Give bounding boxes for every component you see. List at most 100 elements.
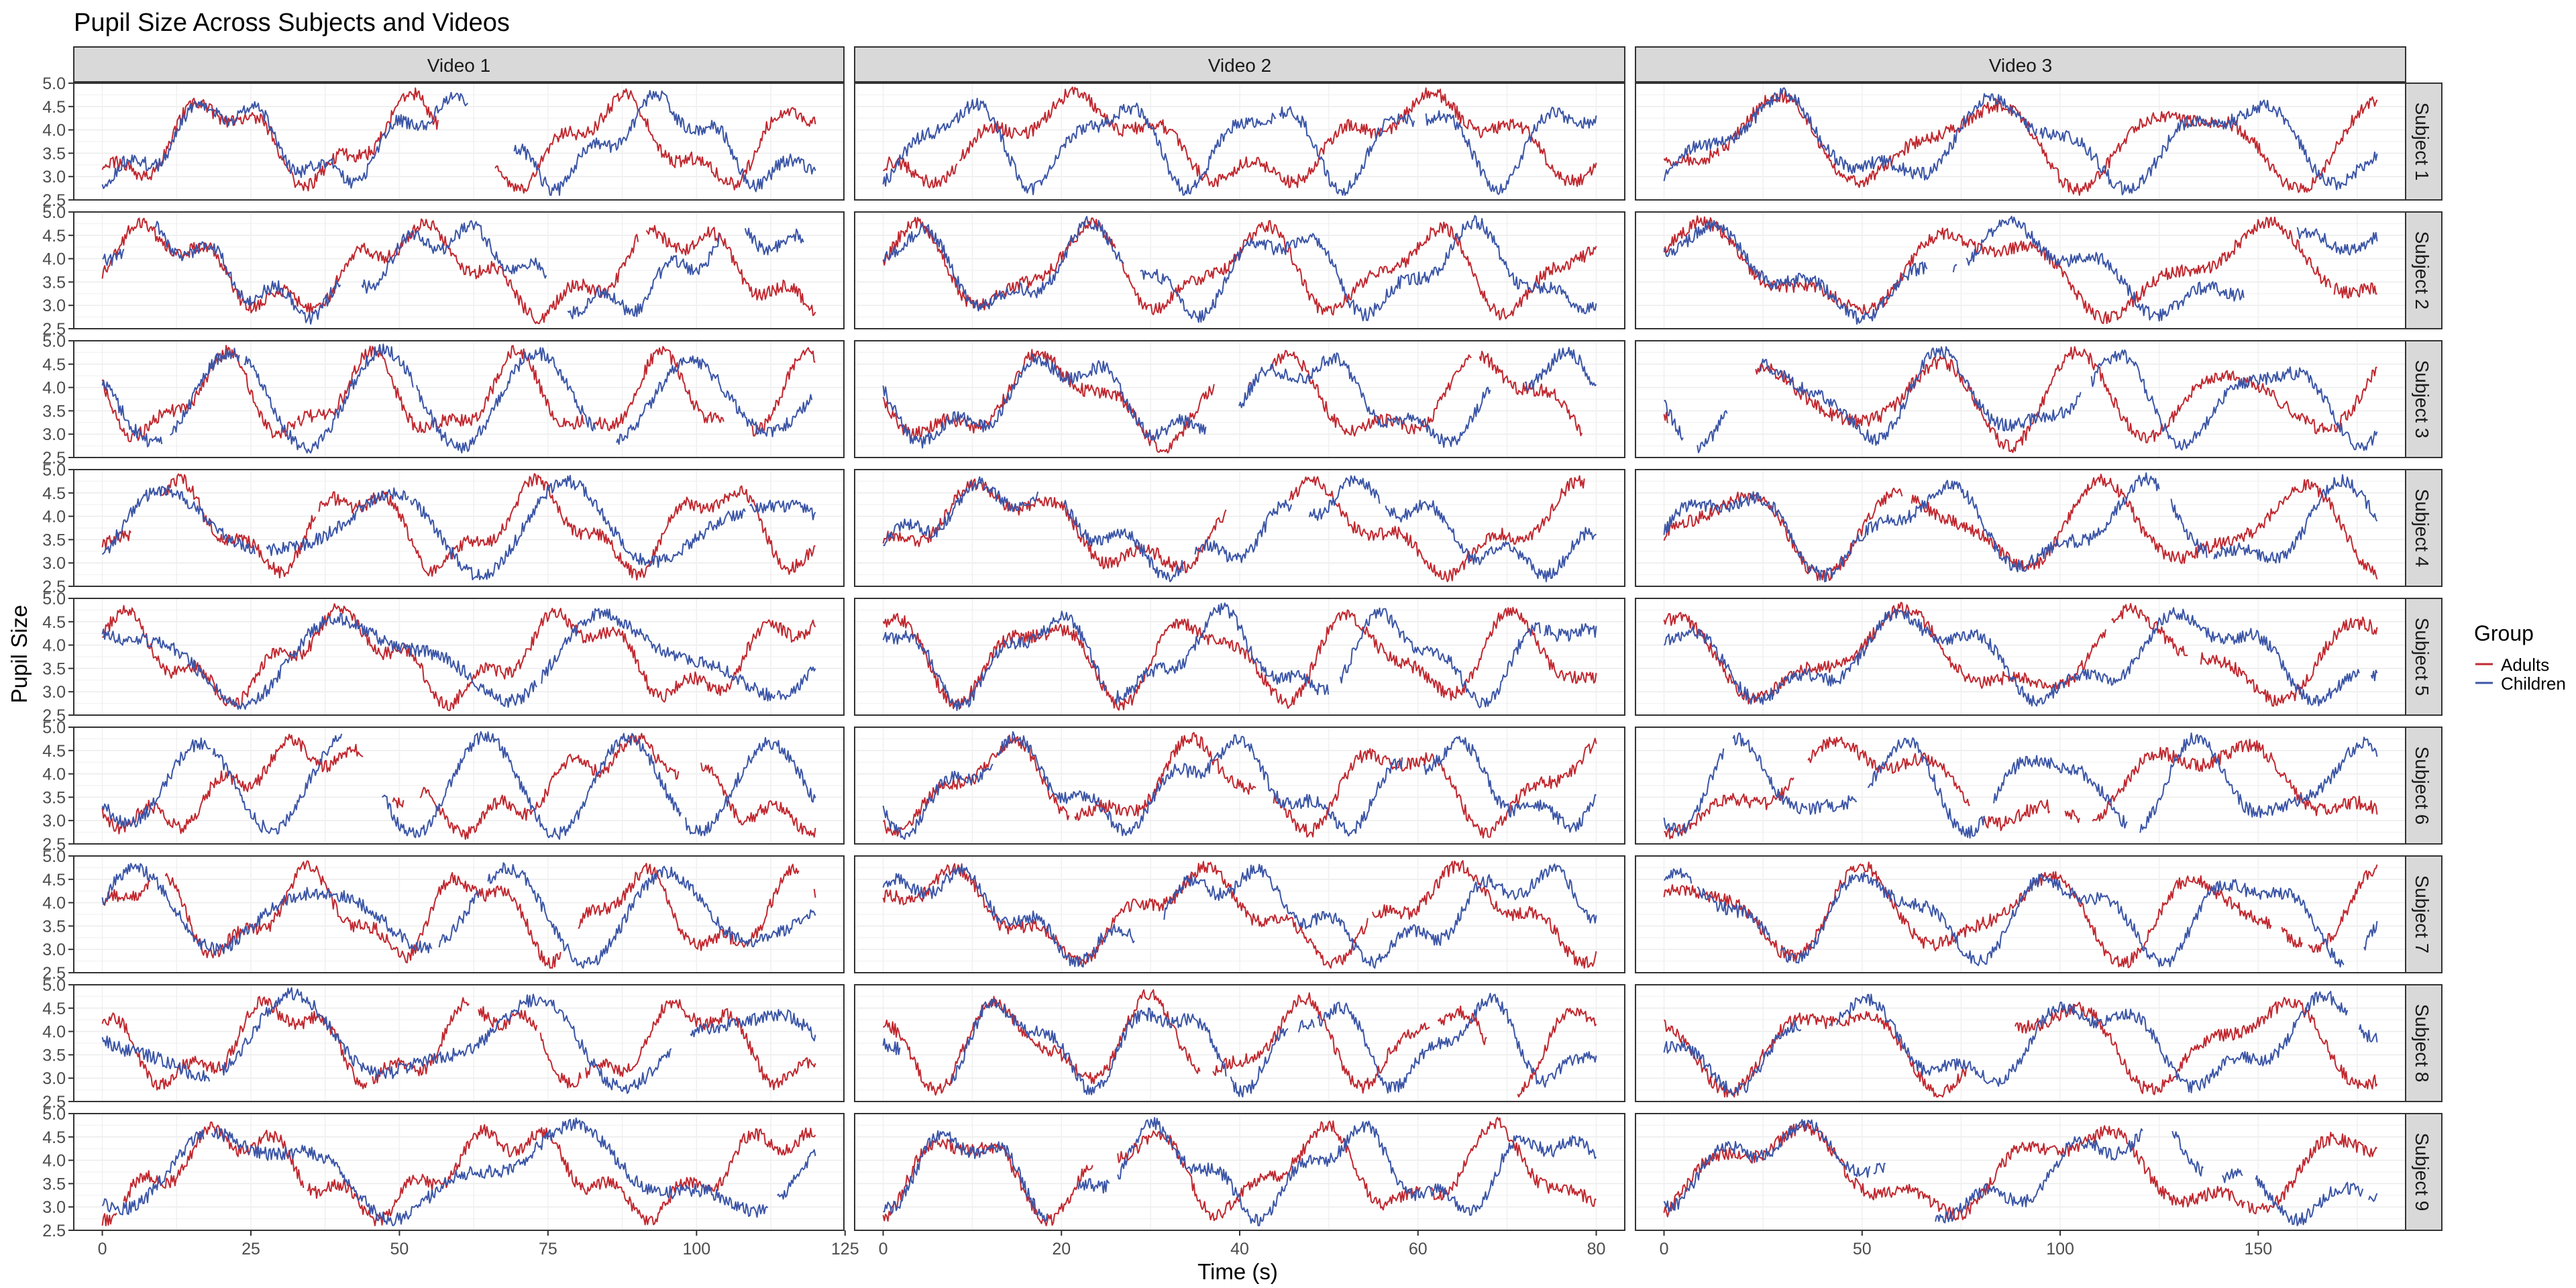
facet-strip-subject [2402, 984, 2443, 1102]
y-tick-label: 3.5 [42, 1046, 66, 1065]
panel-border [73, 727, 845, 845]
facet-label-subject: Subject 2 [2412, 231, 2432, 310]
y-tick-label: 4.0 [42, 637, 66, 655]
y-tick-label: 3.5 [42, 788, 66, 807]
x-tick-label: 25 [241, 1240, 260, 1258]
panel-border [73, 340, 845, 458]
facet-label-subject: Subject 9 [2412, 1133, 2432, 1212]
facet-label-subject: Subject 3 [2412, 360, 2432, 439]
y-tick-label: 3.5 [42, 531, 66, 549]
y-tick-label: 4.5 [42, 98, 66, 117]
panel-border [73, 83, 845, 201]
facet-strip-subject [2402, 340, 2443, 458]
series-line-children [1663, 990, 2378, 1096]
panel-border [854, 984, 1625, 1102]
series-line-children [1663, 472, 2378, 582]
series-line-adults [882, 606, 1597, 711]
y-tick-label: 4.0 [42, 765, 66, 784]
facet-label-subject: Subject 8 [2412, 1004, 2432, 1083]
series-line-adults [882, 989, 1597, 1097]
x-tick-label: 80 [1587, 1240, 1606, 1258]
series-line-children [101, 343, 813, 453]
y-tick-label: 2.5 [42, 578, 66, 596]
facet-strip-video [73, 46, 845, 83]
y-tick-label: 5.0 [42, 332, 66, 351]
series-line-adults [101, 733, 816, 840]
y-tick-label: 3.5 [42, 144, 66, 163]
y-tick-label: 2.5 [42, 706, 66, 725]
panel-border [854, 469, 1625, 587]
y-tick-label: 5.0 [42, 74, 66, 93]
x-tick-label: 125 [831, 1240, 859, 1258]
series-line-children [882, 863, 1597, 969]
y-tick-label: 4.0 [42, 508, 66, 527]
legend-title: Group [2474, 621, 2534, 645]
series-line-adults [101, 996, 816, 1091]
series-line-adults [101, 1121, 816, 1226]
panel-border [1635, 984, 2406, 1102]
series-line-adults [1663, 861, 2378, 969]
series-line-adults [1663, 1121, 2378, 1221]
y-tick-label: 3.0 [42, 812, 66, 830]
y-tick-label: 5.0 [42, 590, 66, 608]
facet-label-subject: Subject 7 [2412, 875, 2432, 954]
y-tick-label: 3.0 [42, 554, 66, 573]
x-tick-label: 20 [1052, 1240, 1071, 1258]
series-line-adults [1663, 346, 2377, 453]
series-line-children [1663, 732, 2378, 839]
y-tick-label: 4.5 [42, 613, 66, 632]
y-tick-label: 2.5 [42, 964, 66, 983]
x-tick-label: 100 [682, 1240, 710, 1258]
series-line-children [882, 215, 1597, 323]
y-tick-label: 5.0 [42, 1105, 66, 1124]
series-line-adults [1663, 997, 2378, 1097]
chart-title: Pupil Size Across Subjects and Videos [74, 9, 510, 37]
x-tick-label: 50 [1853, 1240, 1872, 1258]
panel-border [854, 598, 1625, 716]
y-tick-label: 4.0 [42, 1152, 66, 1171]
panel-border [73, 598, 845, 716]
y-tick-label: 4.0 [42, 1023, 66, 1042]
panel-border [1635, 1113, 2406, 1231]
panel-border [854, 83, 1625, 201]
panel-border [1635, 340, 2406, 458]
y-tick-label: 3.0 [42, 168, 66, 186]
y-tick-label: 4.5 [42, 1000, 66, 1018]
panel-border [73, 469, 845, 587]
x-axis-title: Time (s) [1197, 1259, 1278, 1284]
y-tick-label: 3.0 [42, 1069, 66, 1088]
y-tick-label: 2.5 [42, 835, 66, 854]
series-line-children [101, 608, 816, 710]
x-tick-label: 60 [1409, 1240, 1428, 1258]
series-line-adults [101, 345, 816, 443]
series-line-children [1663, 607, 2378, 707]
y-tick-label: 3.0 [42, 297, 66, 315]
panel-border [73, 984, 845, 1102]
facet-strip-subject [2402, 211, 2443, 329]
series-line-children [101, 1117, 816, 1226]
facet-label-subject: Subject 6 [2412, 747, 2432, 825]
y-tick-label: 3.5 [42, 917, 66, 936]
panel-border [1635, 598, 2406, 716]
series-line-adults [101, 860, 816, 969]
series-line-children [101, 862, 816, 969]
series-line-adults [882, 475, 1585, 582]
y-tick-label: 4.5 [42, 742, 66, 761]
series-line-children [1663, 215, 2378, 325]
facet-label-video: Video 2 [1208, 55, 1271, 76]
y-tick-label: 3.0 [42, 1198, 66, 1217]
series-line-children [883, 1117, 1597, 1226]
y-tick-label: 4.0 [42, 894, 66, 913]
y-tick-label: 5.0 [42, 461, 66, 480]
series-line-children [883, 475, 1597, 582]
series-line-adults [1663, 474, 2378, 582]
y-tick-label: 2.5 [42, 449, 66, 468]
y-tick-label: 4.5 [42, 871, 66, 890]
series-line-adults [1664, 736, 2378, 840]
series-line-adults [101, 217, 816, 325]
series-line-adults [883, 87, 1597, 189]
y-tick-label: 3.5 [42, 1175, 66, 1193]
x-tick-label: 50 [390, 1240, 409, 1258]
series-line-children [1664, 346, 2378, 453]
